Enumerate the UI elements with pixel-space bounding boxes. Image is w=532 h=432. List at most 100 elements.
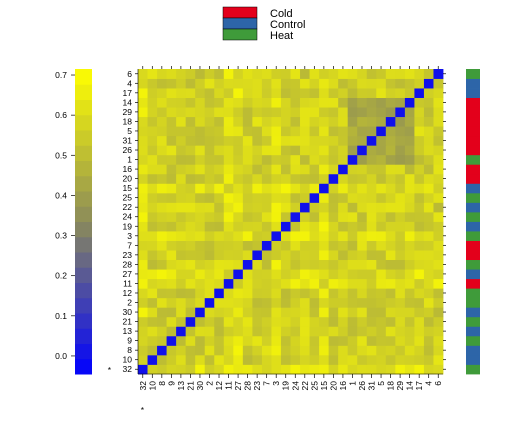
heatmap-cell [300, 78, 310, 89]
heatmap-cell [252, 69, 263, 79]
heatmap-cell [176, 326, 187, 337]
heatmap-cell [423, 240, 434, 251]
heatmap-cell [290, 69, 301, 79]
heatmap-cell [338, 335, 349, 346]
heatmap-cell [242, 107, 253, 118]
heatmap-cell [242, 288, 253, 299]
heatmap-cell [204, 202, 215, 213]
heatmap-cell [414, 202, 425, 213]
heatmap-cell [252, 107, 263, 118]
heatmap-cell [290, 288, 301, 299]
heatmap-cell [290, 231, 301, 241]
heatmap-cell [195, 202, 206, 213]
heatmap-cell [319, 354, 330, 365]
heatmap-cell [366, 316, 377, 327]
heatmap-cell [214, 192, 225, 203]
heatmap-cell [309, 335, 320, 346]
heatmap-cell [157, 316, 167, 327]
heatmap-cell [385, 240, 396, 251]
heatmap-cell [195, 354, 206, 365]
heatmap-cell [376, 240, 387, 251]
heatmap-cell [280, 326, 291, 337]
heatmap-cell [271, 231, 282, 241]
heatmap-cell [176, 69, 187, 79]
heatmap-cell [138, 97, 148, 108]
heatmap-cell [214, 345, 225, 356]
heatmap-cell [309, 364, 320, 375]
heatmap-cell [423, 250, 434, 261]
heatmap-cell [385, 269, 396, 280]
heatmap-cell [147, 250, 158, 261]
heatmap-cell [204, 145, 215, 156]
group-sidebar-cell [466, 221, 480, 232]
heatmap-cell [185, 145, 196, 156]
heatmap-cell [300, 164, 310, 175]
x-tick-label: 14 [405, 381, 415, 391]
legend-swatch-heat [222, 28, 258, 41]
heatmap-cell [157, 288, 167, 299]
heatmap-cell [433, 183, 444, 194]
heatmap-cell [176, 107, 187, 118]
heatmap-cell [242, 278, 253, 289]
heatmap-cell [357, 164, 368, 175]
heatmap-cell [195, 107, 206, 118]
y-tick-label: 32 [123, 364, 133, 374]
heatmap-cell [214, 240, 225, 251]
heatmap-cell [309, 107, 320, 118]
heatmap-cell [385, 364, 396, 375]
heatmap-cell [290, 364, 301, 375]
heatmap-cell [433, 116, 444, 127]
heatmap-cell [261, 250, 272, 261]
group-sidebar-cell [466, 69, 480, 79]
heatmap-cell [271, 345, 282, 356]
heatmap-cell [290, 183, 301, 194]
heatmap-cell [252, 135, 263, 146]
heatmap-cell [185, 221, 196, 232]
heatmap-cell [347, 345, 358, 356]
heatmap-cell [404, 269, 415, 280]
heatmap-cell [271, 240, 282, 251]
heatmap-cell [176, 240, 187, 251]
heatmap-cell [395, 202, 406, 213]
heatmap-cell [328, 335, 339, 346]
heatmap-cell [300, 221, 310, 232]
heatmap-cell [261, 345, 272, 356]
heatmap-cell [252, 211, 263, 222]
heatmap-cell [195, 69, 206, 79]
heatmap-cell [242, 250, 253, 261]
heatmap-cell [366, 183, 377, 194]
heatmap-cell [252, 335, 263, 346]
heatmap-cell [328, 135, 339, 146]
heatmap-cell [261, 202, 272, 213]
heatmap-cell [261, 335, 272, 346]
heatmap-cell [414, 288, 425, 299]
x-tick-mark: * [141, 405, 145, 415]
heatmap-cell [414, 154, 425, 165]
x-tick-label: 16 [338, 381, 348, 391]
heatmap-cell [138, 316, 148, 327]
heatmap-cell [185, 135, 196, 146]
heatmap-cell [414, 221, 425, 232]
heatmap-cell [195, 145, 206, 156]
heatmap-cell [347, 88, 358, 98]
y-tick-label: 21 [123, 317, 133, 327]
heatmap-cell [280, 278, 291, 289]
heatmap-cell [233, 173, 244, 184]
heatmap-cell [147, 78, 158, 89]
heatmap-cell [280, 97, 291, 108]
heatmap-cell [204, 364, 215, 375]
heatmap-cell [185, 211, 196, 222]
heatmap-cell [338, 231, 349, 241]
heatmap-cell [166, 211, 177, 222]
heatmap-cell [242, 192, 253, 203]
heatmap-cell [204, 97, 215, 108]
heatmap-cell [185, 126, 196, 137]
heatmap-cell [414, 97, 425, 108]
heatmap-cell [376, 345, 387, 356]
heatmap-cell [195, 316, 206, 327]
heatmap-cell [376, 97, 387, 108]
heatmap-cell [300, 145, 310, 156]
heatmap-cell [233, 278, 244, 289]
heatmap-cell [300, 316, 310, 327]
heatmap-cell [214, 154, 225, 165]
